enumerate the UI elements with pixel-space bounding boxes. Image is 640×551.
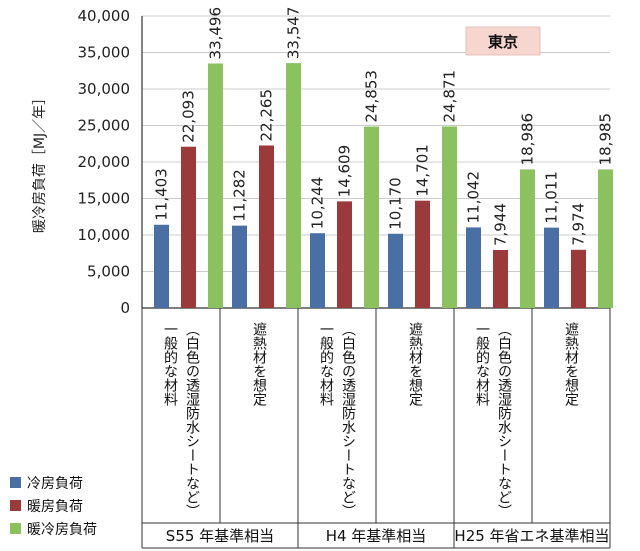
category-label: （白色の透湿防水シートなど）: [496, 322, 512, 518]
data-label: 10,244: [309, 177, 327, 230]
data-label: 33,496: [207, 7, 225, 60]
category-label: 遮熱材を想定: [251, 322, 267, 407]
category-label: 遮熱材を想定: [407, 322, 423, 407]
legend-label: 暖冷房負荷: [27, 521, 97, 538]
bar: [154, 224, 169, 308]
y-tick-label: 20,000: [78, 153, 131, 171]
data-label: 18,985: [597, 113, 615, 166]
data-label: 11,011: [543, 171, 561, 224]
data-label: 7,974: [570, 203, 588, 246]
data-label: 24,853: [363, 70, 381, 123]
legend-label: 冷房負荷: [27, 475, 83, 492]
bar: [232, 225, 247, 308]
annotation-label: 東京: [488, 33, 518, 51]
data-label: 18,986: [519, 113, 537, 166]
legend-swatch: [10, 477, 21, 488]
category-label: 遮熱材を想定: [563, 322, 579, 407]
data-label: 10,170: [387, 177, 405, 230]
category-label: 一般的な材料: [474, 322, 490, 406]
bar: [310, 233, 325, 308]
category-label: （白色の透湿防水シートなど）: [184, 322, 200, 518]
y-tick-label: 0: [120, 299, 130, 317]
bar: [466, 227, 481, 308]
category-label: 一般的な材料: [162, 322, 178, 406]
data-label: 14,609: [336, 145, 354, 198]
data-label: 22,093: [180, 90, 198, 143]
bar: [598, 169, 613, 308]
legend-item: 冷房負荷: [10, 471, 146, 494]
data-label: 11,042: [465, 171, 483, 224]
bar: [544, 227, 559, 308]
legend-swatch: [10, 523, 21, 534]
data-label: 33,547: [285, 7, 303, 60]
category-label: （白色の透湿防水シートなど）: [340, 322, 356, 518]
y-tick-label: 35,000: [78, 44, 131, 62]
y-tick-label: 15,000: [78, 190, 131, 208]
legend-item: 暖房負荷: [10, 494, 146, 517]
legend-item: 暖冷房負荷: [10, 517, 146, 540]
bar: [415, 200, 430, 308]
data-label: 11,403: [153, 168, 171, 221]
category-label: 一般的な材料: [318, 322, 334, 406]
data-label: 7,944: [492, 203, 510, 246]
bar: [181, 146, 196, 308]
legend-swatch: [10, 500, 21, 511]
bar: [493, 250, 508, 308]
bar: [259, 145, 274, 308]
bar: [208, 63, 223, 308]
bar: [388, 233, 403, 308]
legend: 冷房負荷暖房負荷暖冷房負荷: [10, 471, 146, 540]
y-tick-label: 5,000: [87, 263, 130, 281]
group-label: H4 年基準相当: [326, 527, 427, 545]
y-tick-label: 10,000: [78, 226, 131, 244]
legend-label: 暖房負荷: [27, 498, 83, 515]
y-tick-label: 30,000: [78, 80, 131, 98]
data-label: 14,701: [414, 144, 432, 197]
annotation-box: [465, 26, 541, 56]
data-label: 22,265: [258, 89, 276, 142]
bar: [337, 201, 352, 308]
group-label: H25 年省エネ基準相当: [454, 527, 609, 545]
data-label: 11,282: [231, 169, 249, 222]
group-label: S55 年基準相当: [166, 527, 274, 545]
y-axis-title: 暖冷房負荷［MJ／年］: [32, 91, 48, 233]
y-tick-label: 40,000: [78, 7, 131, 25]
bar: [520, 169, 535, 308]
data-label: 24,871: [441, 70, 459, 123]
bar: [442, 126, 457, 308]
bar: [286, 63, 301, 308]
bar: [571, 249, 586, 308]
bar: [364, 126, 379, 309]
y-tick-label: 25,000: [78, 117, 131, 135]
